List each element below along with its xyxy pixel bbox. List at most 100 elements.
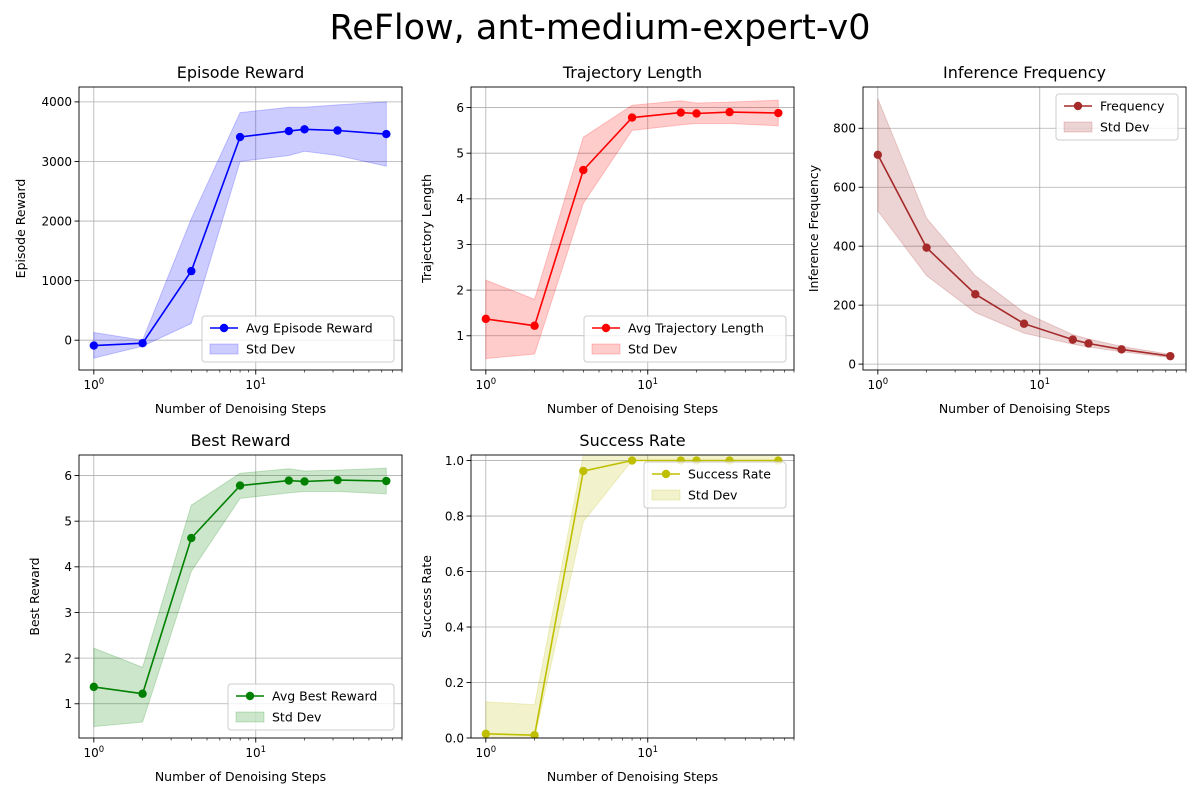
y-axis-label: Trajectory Length bbox=[419, 174, 434, 284]
y-tick-label: 0.2 bbox=[445, 676, 464, 690]
data-point bbox=[579, 165, 588, 175]
subplot-5: 100 101 0.0 0.2 0.4 0.6 0.8 1.0 Success Rate Numb… bbox=[419, 431, 795, 784]
y-tick-label: 1000 bbox=[41, 274, 72, 288]
subplot-title: Inference Frequency bbox=[943, 63, 1106, 82]
axes-frame bbox=[470, 86, 795, 371]
y-tick-label: 6 bbox=[64, 469, 72, 483]
data-point bbox=[530, 731, 539, 738]
legend-box bbox=[227, 683, 395, 731]
subplot-2: 100 101 1 2 3 4 5 6 Trajectory Length Number of D… bbox=[419, 63, 795, 416]
data-point bbox=[284, 476, 294, 485]
legend: Avg Episode Reward Std Dev bbox=[201, 315, 395, 363]
x-tick-label: 100 bbox=[867, 377, 888, 392]
data-point bbox=[235, 481, 245, 490]
legend-band-swatch bbox=[1063, 121, 1093, 133]
plot-area bbox=[481, 99, 783, 360]
x-tick-label: 101 bbox=[637, 745, 658, 760]
data-point bbox=[971, 290, 980, 299]
y-tick-label: 3 bbox=[64, 606, 72, 620]
y-tick-label: 4 bbox=[456, 192, 464, 206]
x-tick-label: 100 bbox=[83, 377, 104, 392]
subplot-title: Episode Reward bbox=[177, 63, 305, 82]
y-tick-label: 400 bbox=[833, 239, 856, 253]
y-tick-label: 5 bbox=[64, 514, 72, 528]
legend-marker-swatch bbox=[601, 323, 611, 333]
data-point bbox=[725, 107, 734, 117]
y-axis-label: Best Reward bbox=[27, 557, 42, 635]
data-point bbox=[1117, 345, 1126, 354]
legend-band-swatch bbox=[209, 343, 239, 355]
legend-label: Avg Episode Reward bbox=[246, 321, 373, 336]
legend-marker-swatch bbox=[661, 469, 671, 479]
data-point bbox=[922, 243, 931, 252]
y-tick-label: 2000 bbox=[41, 214, 72, 228]
data-point bbox=[187, 533, 196, 543]
y-tick-label: 0 bbox=[848, 357, 856, 371]
plot-area bbox=[873, 98, 1175, 361]
legend-label: Frequency bbox=[1100, 99, 1165, 114]
y-tick-label: 0.6 bbox=[445, 565, 464, 579]
y-tick-label: 4000 bbox=[41, 95, 72, 109]
x-axis-label: Number of Denoising Steps bbox=[155, 769, 326, 784]
series-line bbox=[485, 459, 779, 737]
data-point bbox=[1166, 351, 1175, 361]
legend-box bbox=[201, 315, 395, 363]
legend-label: Avg Trajectory Length bbox=[628, 321, 764, 336]
x-axis-label: Number of Denoising Steps bbox=[155, 401, 326, 416]
plot-area bbox=[481, 455, 783, 738]
y-tick-label: 2 bbox=[456, 283, 464, 297]
data-point bbox=[627, 456, 637, 465]
legend-band-swatch bbox=[235, 711, 265, 723]
data-point bbox=[187, 266, 196, 276]
legend-label: Success Rate bbox=[688, 467, 771, 482]
x-tick-label: 101 bbox=[1029, 377, 1050, 392]
series-line bbox=[877, 154, 1171, 357]
y-tick-label: 0 bbox=[64, 334, 72, 348]
y-tick-label: 3000 bbox=[41, 155, 72, 169]
data-point bbox=[300, 477, 309, 486]
data-point bbox=[627, 113, 637, 122]
subplot-1: 100 101 0 1000 2000 3000 4000 Episode Reward Num… bbox=[13, 63, 403, 416]
y-tick-label: 0.8 bbox=[445, 509, 464, 523]
series-line bbox=[93, 128, 387, 347]
y-tick-label: 200 bbox=[833, 298, 856, 312]
data-point bbox=[333, 475, 342, 485]
data-point bbox=[692, 109, 701, 118]
x-tick-label: 101 bbox=[245, 377, 266, 392]
x-tick-label: 100 bbox=[475, 377, 496, 392]
data-point bbox=[382, 476, 391, 486]
y-axis-label: Success Rate bbox=[419, 555, 434, 638]
y-tick-label: 1.0 bbox=[445, 454, 464, 468]
data-point bbox=[235, 132, 245, 142]
legend-band-swatch bbox=[651, 489, 681, 501]
legend: Avg Best Reward Std Dev bbox=[227, 683, 395, 731]
axes-frame bbox=[78, 454, 403, 739]
legend-band-swatch bbox=[591, 343, 621, 355]
subplot-title: Best Reward bbox=[190, 431, 290, 450]
std-dev-band bbox=[485, 99, 779, 360]
figure-title: ReFlow, ant-medium-expert-v0 bbox=[329, 8, 871, 48]
y-tick-label: 1 bbox=[64, 697, 72, 711]
legend-box bbox=[583, 315, 787, 363]
legend-label: Std Dev bbox=[628, 342, 678, 357]
data-point bbox=[873, 150, 883, 160]
y-tick-label: 2 bbox=[64, 651, 72, 665]
series-line bbox=[485, 111, 779, 327]
data-point bbox=[1084, 339, 1093, 348]
y-tick-label: 6 bbox=[456, 101, 464, 115]
legend-label: Avg Best Reward bbox=[272, 689, 377, 704]
y-tick-label: 5 bbox=[456, 146, 464, 160]
legend-marker-swatch bbox=[245, 691, 255, 701]
std-dev-band bbox=[93, 101, 387, 359]
data-point bbox=[481, 314, 491, 324]
y-tick-label: 1 bbox=[456, 329, 464, 343]
series-line bbox=[93, 479, 387, 695]
legend-label: Std Dev bbox=[272, 710, 322, 725]
legend-marker-swatch bbox=[219, 323, 229, 333]
y-tick-label: 3 bbox=[456, 238, 464, 252]
std-dev-band bbox=[93, 467, 387, 728]
y-tick-label: 4 bbox=[64, 560, 72, 574]
data-point bbox=[382, 129, 391, 139]
data-point bbox=[138, 689, 147, 698]
